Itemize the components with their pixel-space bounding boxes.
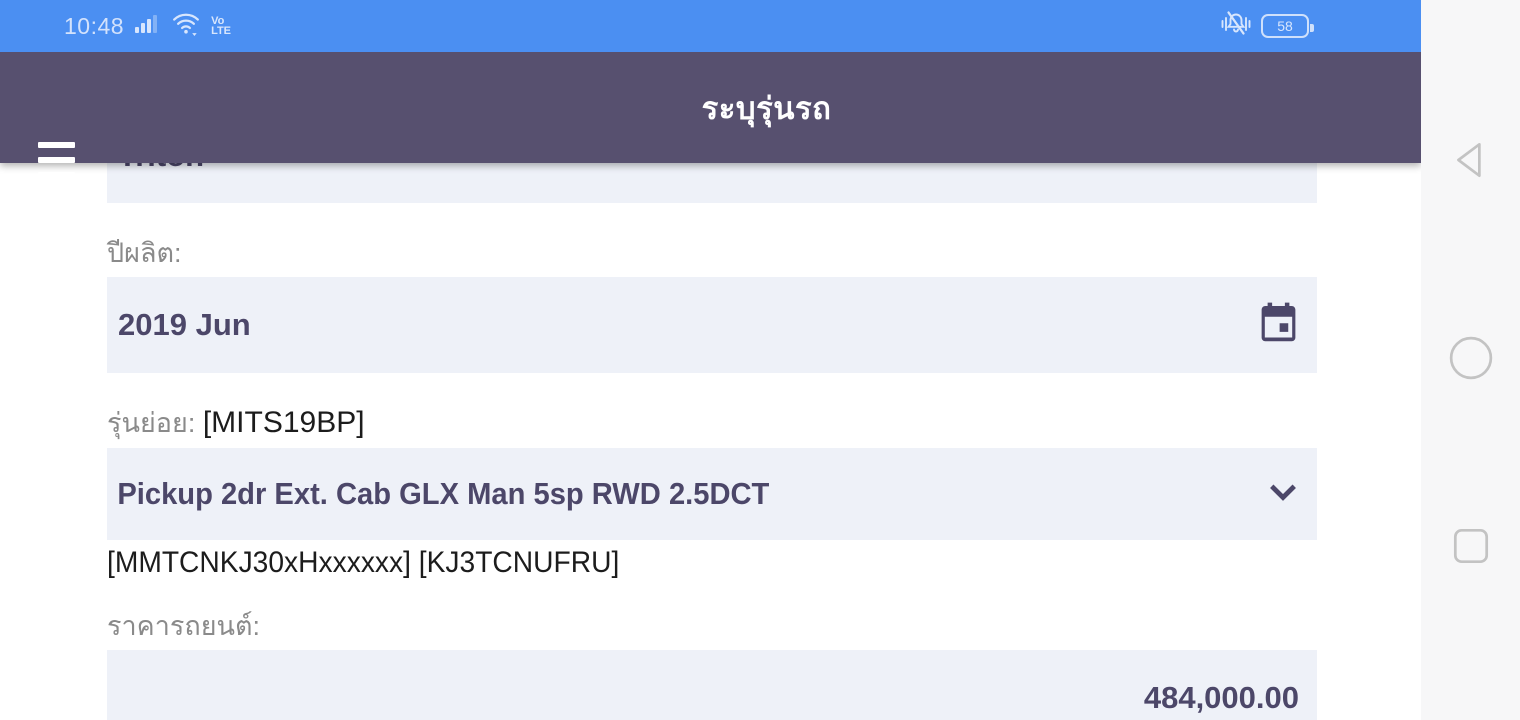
- recents-icon: [1448, 523, 1494, 569]
- recents-button[interactable]: [1421, 516, 1520, 576]
- bell-slash-icon: [1220, 9, 1252, 44]
- back-button[interactable]: [1421, 130, 1520, 190]
- app-bar: ระบุรุ่นรถ: [0, 52, 1421, 178]
- submodel-dropdown[interactable]: Pickup 2dr Ext. Cab GLX Man 5sp RWD 2.5D…: [107, 448, 1317, 540]
- submodel-label: รุ่นย่อย:: [107, 408, 196, 438]
- price-value: 484,000.00: [1143, 679, 1299, 715]
- menu-icon[interactable]: [38, 142, 75, 178]
- calendar-icon[interactable]: [1256, 300, 1301, 350]
- page-title: ระบุรุ่นรถ: [701, 90, 832, 126]
- battery-nub: [1310, 24, 1314, 32]
- year-field[interactable]: 2019 Jun: [107, 277, 1317, 373]
- submodel-code-value: [MITS19BP]: [202, 406, 365, 439]
- vin-codes: [MMTCNKJ30xHxxxxxx] [KJ3TCNUFRU]: [107, 546, 620, 579]
- volte-badge: Vo LTE: [211, 15, 232, 37]
- submodel-label-row: รุ่นย่อย: [MITS19BP]: [107, 401, 365, 444]
- status-bar: 10:48 Vo LTE: [0, 0, 1421, 52]
- price-input[interactable]: 484,000.00: [107, 650, 1317, 720]
- wifi-icon: [171, 10, 201, 42]
- price-label: ราคารถยนต์:: [107, 611, 261, 641]
- back-icon: [1448, 137, 1494, 183]
- home-button[interactable]: [1421, 328, 1520, 388]
- year-value: 2019 Jun: [118, 307, 251, 342]
- chevron-down-icon[interactable]: [1265, 474, 1301, 515]
- navigation-bar: [1421, 0, 1520, 720]
- clock: 10:48: [64, 12, 125, 39]
- signal-bars-icon: [134, 12, 161, 41]
- battery-icon: 58: [1261, 14, 1314, 38]
- year-label: ปีผลิต:: [107, 238, 182, 268]
- home-icon: [1448, 335, 1494, 381]
- battery-level: 58: [1277, 18, 1293, 34]
- submodel-value: Pickup 2dr Ext. Cab GLX Man 5sp RWD 2.5D…: [117, 476, 770, 511]
